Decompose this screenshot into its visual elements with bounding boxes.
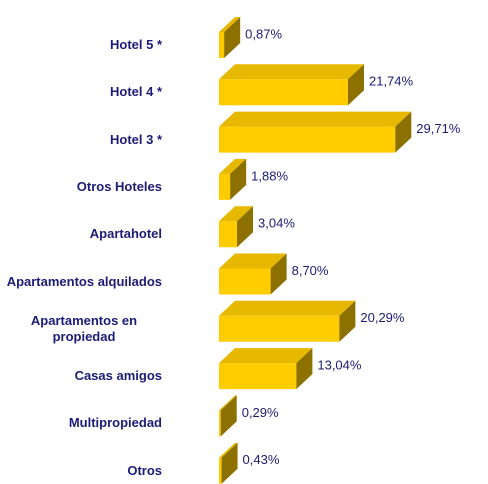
bar-front bbox=[219, 410, 221, 437]
bar bbox=[219, 64, 364, 106]
bar-side bbox=[224, 17, 241, 58]
category-label: Apartamentos alquilados bbox=[0, 262, 162, 302]
bar bbox=[219, 348, 313, 390]
bar-top bbox=[219, 111, 412, 127]
value-label: 0,29% bbox=[242, 405, 279, 420]
bar-front bbox=[219, 363, 297, 390]
category-label: Hotel 4 * bbox=[0, 72, 162, 112]
bar-top bbox=[219, 206, 254, 222]
category-label: Otros Hoteles bbox=[0, 167, 162, 207]
bar-top bbox=[219, 442, 238, 458]
category-label: Otros bbox=[0, 451, 162, 484]
category-text: Otros Hoteles bbox=[76, 178, 162, 194]
bar-side bbox=[230, 158, 247, 200]
bar-side bbox=[220, 395, 237, 437]
bar-top bbox=[219, 300, 356, 316]
bar bbox=[219, 158, 247, 200]
category-text: Hotel 4 * bbox=[109, 84, 162, 100]
bar-front bbox=[219, 126, 396, 153]
value-label: 20,29% bbox=[360, 310, 405, 325]
category-label: Apartamentos en propiedad bbox=[0, 309, 162, 349]
value-label: 3,04% bbox=[258, 216, 295, 231]
value-label: 0,43% bbox=[243, 452, 280, 467]
bar bbox=[219, 17, 241, 58]
category-text: Otros bbox=[127, 462, 162, 478]
value-label: 29,71% bbox=[416, 121, 461, 136]
bar-front bbox=[219, 457, 222, 484]
bar-top bbox=[219, 158, 247, 174]
bar-front bbox=[219, 173, 231, 200]
bar-front bbox=[219, 315, 340, 342]
bar-front bbox=[219, 79, 348, 106]
bar-side bbox=[237, 206, 254, 248]
bar-side bbox=[395, 111, 412, 153]
category-text: Hotel 3 * bbox=[109, 131, 162, 147]
bar bbox=[219, 442, 238, 484]
category-text: Apartamentos en propiedad bbox=[30, 312, 138, 344]
category-label: Multipropiedad bbox=[0, 403, 162, 443]
bar-top bbox=[219, 17, 241, 32]
bar-front bbox=[219, 221, 238, 248]
bar-side bbox=[221, 442, 238, 484]
category-label: Casas amigos bbox=[0, 356, 162, 396]
bar-side bbox=[270, 253, 287, 295]
bar-top bbox=[219, 348, 313, 364]
bar-front bbox=[219, 32, 225, 58]
category-label: Apartahotel bbox=[0, 214, 162, 254]
category-label: Hotel 3 * bbox=[0, 120, 162, 160]
category-label: Hotel 5 * bbox=[0, 25, 162, 65]
bar-side bbox=[347, 64, 364, 106]
value-label: 1,88% bbox=[251, 168, 288, 183]
bar-front bbox=[219, 268, 271, 295]
bar bbox=[219, 206, 254, 248]
category-text: Apartamentos alquilados bbox=[6, 273, 162, 289]
value-label: 0,87% bbox=[245, 26, 282, 41]
bar-top bbox=[219, 395, 237, 411]
category-text: Multipropiedad bbox=[68, 415, 162, 431]
value-label: 8,70% bbox=[292, 263, 329, 278]
category-text: Casas amigos bbox=[74, 368, 162, 384]
value-label: 13,04% bbox=[317, 358, 362, 373]
category-text: Apartahotel bbox=[89, 226, 162, 242]
bar-side bbox=[339, 300, 356, 342]
category-text: Hotel 5 * bbox=[109, 37, 162, 52]
bar-top bbox=[219, 253, 287, 269]
value-label: 21,74% bbox=[369, 74, 414, 89]
bar bbox=[219, 300, 356, 342]
bar bbox=[219, 253, 287, 295]
bar-side bbox=[296, 348, 313, 390]
bar bbox=[219, 395, 237, 437]
bar bbox=[219, 111, 412, 153]
bar-top bbox=[219, 64, 364, 80]
